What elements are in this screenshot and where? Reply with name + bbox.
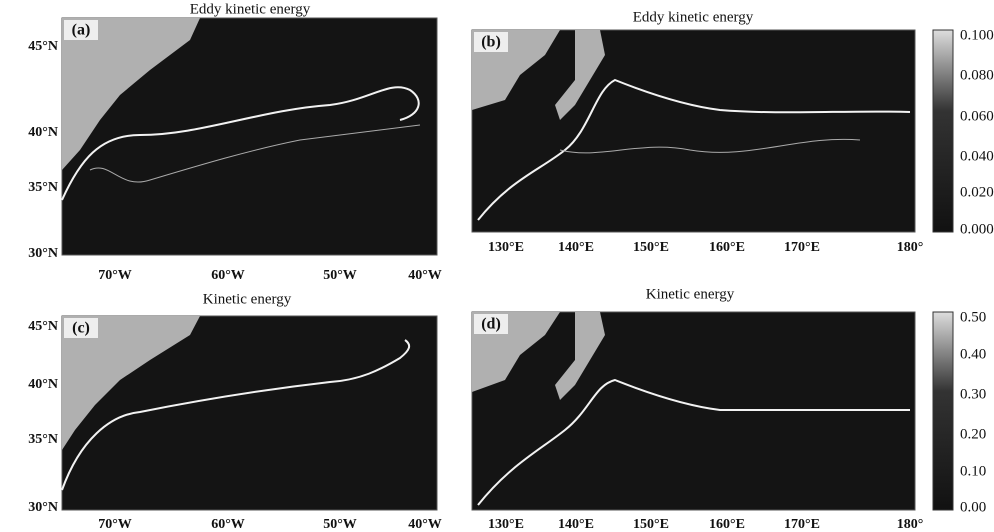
colorbar-label: 0.50 [960, 309, 986, 325]
panel-letter: (d) [481, 316, 501, 333]
x-tick-label: 70°W [98, 268, 132, 283]
land [62, 316, 200, 450]
colorbar [932, 311, 954, 511]
land [62, 18, 200, 170]
current-contour [89, 124, 421, 183]
panel-title: Eddy kinetic energy [633, 9, 754, 25]
x-tick-label: 140°E [558, 517, 594, 532]
colorbar-label: 0.000 [960, 221, 994, 237]
x-tick-label: 70°W [98, 517, 132, 532]
colorbar-label: 0.30 [960, 386, 986, 402]
x-tick-label: 50°W [323, 517, 357, 532]
y-tick-label: 45°N [28, 319, 58, 334]
colorbar-label: 0.00 [960, 499, 986, 515]
colorbar-label: 0.040 [960, 148, 994, 164]
x-tick-label: 150°E [633, 517, 669, 532]
x-tick-label: 130°E [488, 517, 524, 532]
x-tick-label: 180° [897, 517, 924, 532]
x-tick-label: 50°W [323, 268, 357, 283]
panel-letter-box [474, 32, 508, 52]
current-path [477, 78, 911, 221]
x-tick-label: 180° [897, 240, 924, 255]
panel-letter-box [64, 20, 98, 40]
x-tick-label: 140°E [558, 240, 594, 255]
colorbar-label: 0.40 [960, 346, 986, 362]
land [472, 30, 605, 120]
current-contour [559, 138, 861, 154]
colorbar-label: 0.10 [960, 463, 986, 479]
x-tick-label: 160°E [709, 517, 745, 532]
y-tick-label: 30°N [28, 500, 58, 515]
x-tick-label: 130°E [488, 240, 524, 255]
panel-title: Kinetic energy [203, 291, 292, 307]
colorbar-label: 0.020 [960, 184, 994, 200]
x-tick-label: 60°W [211, 268, 245, 283]
colorbar-label: 0.060 [960, 108, 994, 124]
current-path [61, 339, 411, 491]
current-path [477, 378, 910, 506]
y-tick-label: 35°N [28, 432, 58, 447]
x-tick-label: 160°E [709, 240, 745, 255]
y-tick-label: 40°N [28, 377, 58, 392]
x-tick-label: 170°E [784, 517, 820, 532]
x-tick-label: 150°E [633, 240, 669, 255]
panel-title: Eddy kinetic energy [190, 1, 311, 17]
x-tick-label: 170°E [784, 240, 820, 255]
colorbar-label: 0.100 [960, 27, 994, 43]
panel-letter-box [64, 318, 98, 338]
colorbar-label: 0.20 [960, 426, 986, 442]
map-area [471, 29, 916, 233]
colorbar [932, 29, 954, 233]
y-tick-label: 45°N [28, 39, 58, 54]
y-tick-label: 40°N [28, 125, 58, 140]
panel-letter: (b) [481, 34, 501, 51]
colorbar-label: 0.080 [960, 67, 994, 83]
x-tick-label: 60°W [211, 517, 245, 532]
x-tick-label: 40°W [408, 268, 442, 283]
panel-letter-box [474, 314, 508, 334]
current-path [61, 86, 420, 201]
panel-letter: (a) [72, 22, 91, 39]
panel-title: Kinetic energy [646, 286, 735, 302]
y-tick-label: 30°N [28, 246, 58, 261]
panel-letter: (c) [72, 320, 90, 337]
x-tick-label: 40°W [408, 517, 442, 532]
y-tick-label: 35°N [28, 180, 58, 195]
